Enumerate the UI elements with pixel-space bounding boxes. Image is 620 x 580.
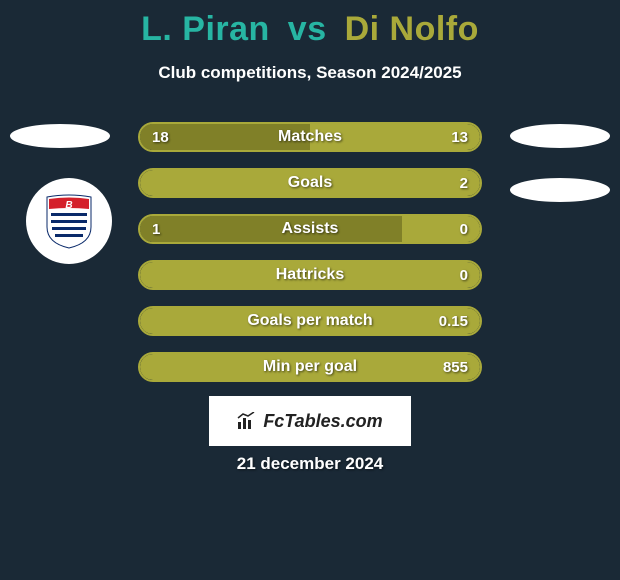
stat-value-right: 0 [460,262,468,288]
player2-name: Di Nolfo [345,10,479,48]
stat-row: Matches18 13 [138,122,482,152]
stat-label: Goals [140,170,480,196]
stat-label: Goals per match [140,308,480,334]
player2-club-ellipse [510,178,610,202]
vs-text: vs [288,10,327,48]
stat-value-right: 0.15 [439,308,468,334]
stat-value-right: 13 [451,124,468,150]
brand-badge: FcTables.com [209,396,411,446]
stat-value-left: 1 [152,216,160,242]
stats-rows: Matches1813Goals2Assists10Hattricks0Goal… [138,122,482,398]
player1-club-logo: B [26,178,112,264]
stat-value-right: 2 [460,170,468,196]
stat-value-left: 18 [152,124,169,150]
player2-badge-ellipse [510,124,610,148]
stat-label: Assists [140,216,480,242]
shield-icon: B [45,193,93,249]
stat-label: Min per goal [140,354,480,380]
svg-text:B: B [65,200,72,211]
brand-text: FcTables.com [263,411,382,432]
page-title: L. Piran vs Di Nolfo [0,0,620,49]
subtitle: Club competitions, Season 2024/2025 [0,63,620,83]
stat-row: Goals2 [138,168,482,198]
stat-value-right: 0 [460,216,468,242]
stat-row: Hattricks0 [138,260,482,290]
stat-row: Goals per match0.15 [138,306,482,336]
chart-icon [237,412,257,430]
stat-label: Matches [140,124,480,150]
stat-label: Hattricks [140,262,480,288]
stat-row: Min per goal855 [138,352,482,382]
stat-value-right: 855 [443,354,468,380]
date-text: 21 december 2024 [0,454,620,474]
player1-name: L. Piran [141,10,270,48]
stat-row: Assists1 0 [138,214,482,244]
player1-badge-ellipse [10,124,110,148]
